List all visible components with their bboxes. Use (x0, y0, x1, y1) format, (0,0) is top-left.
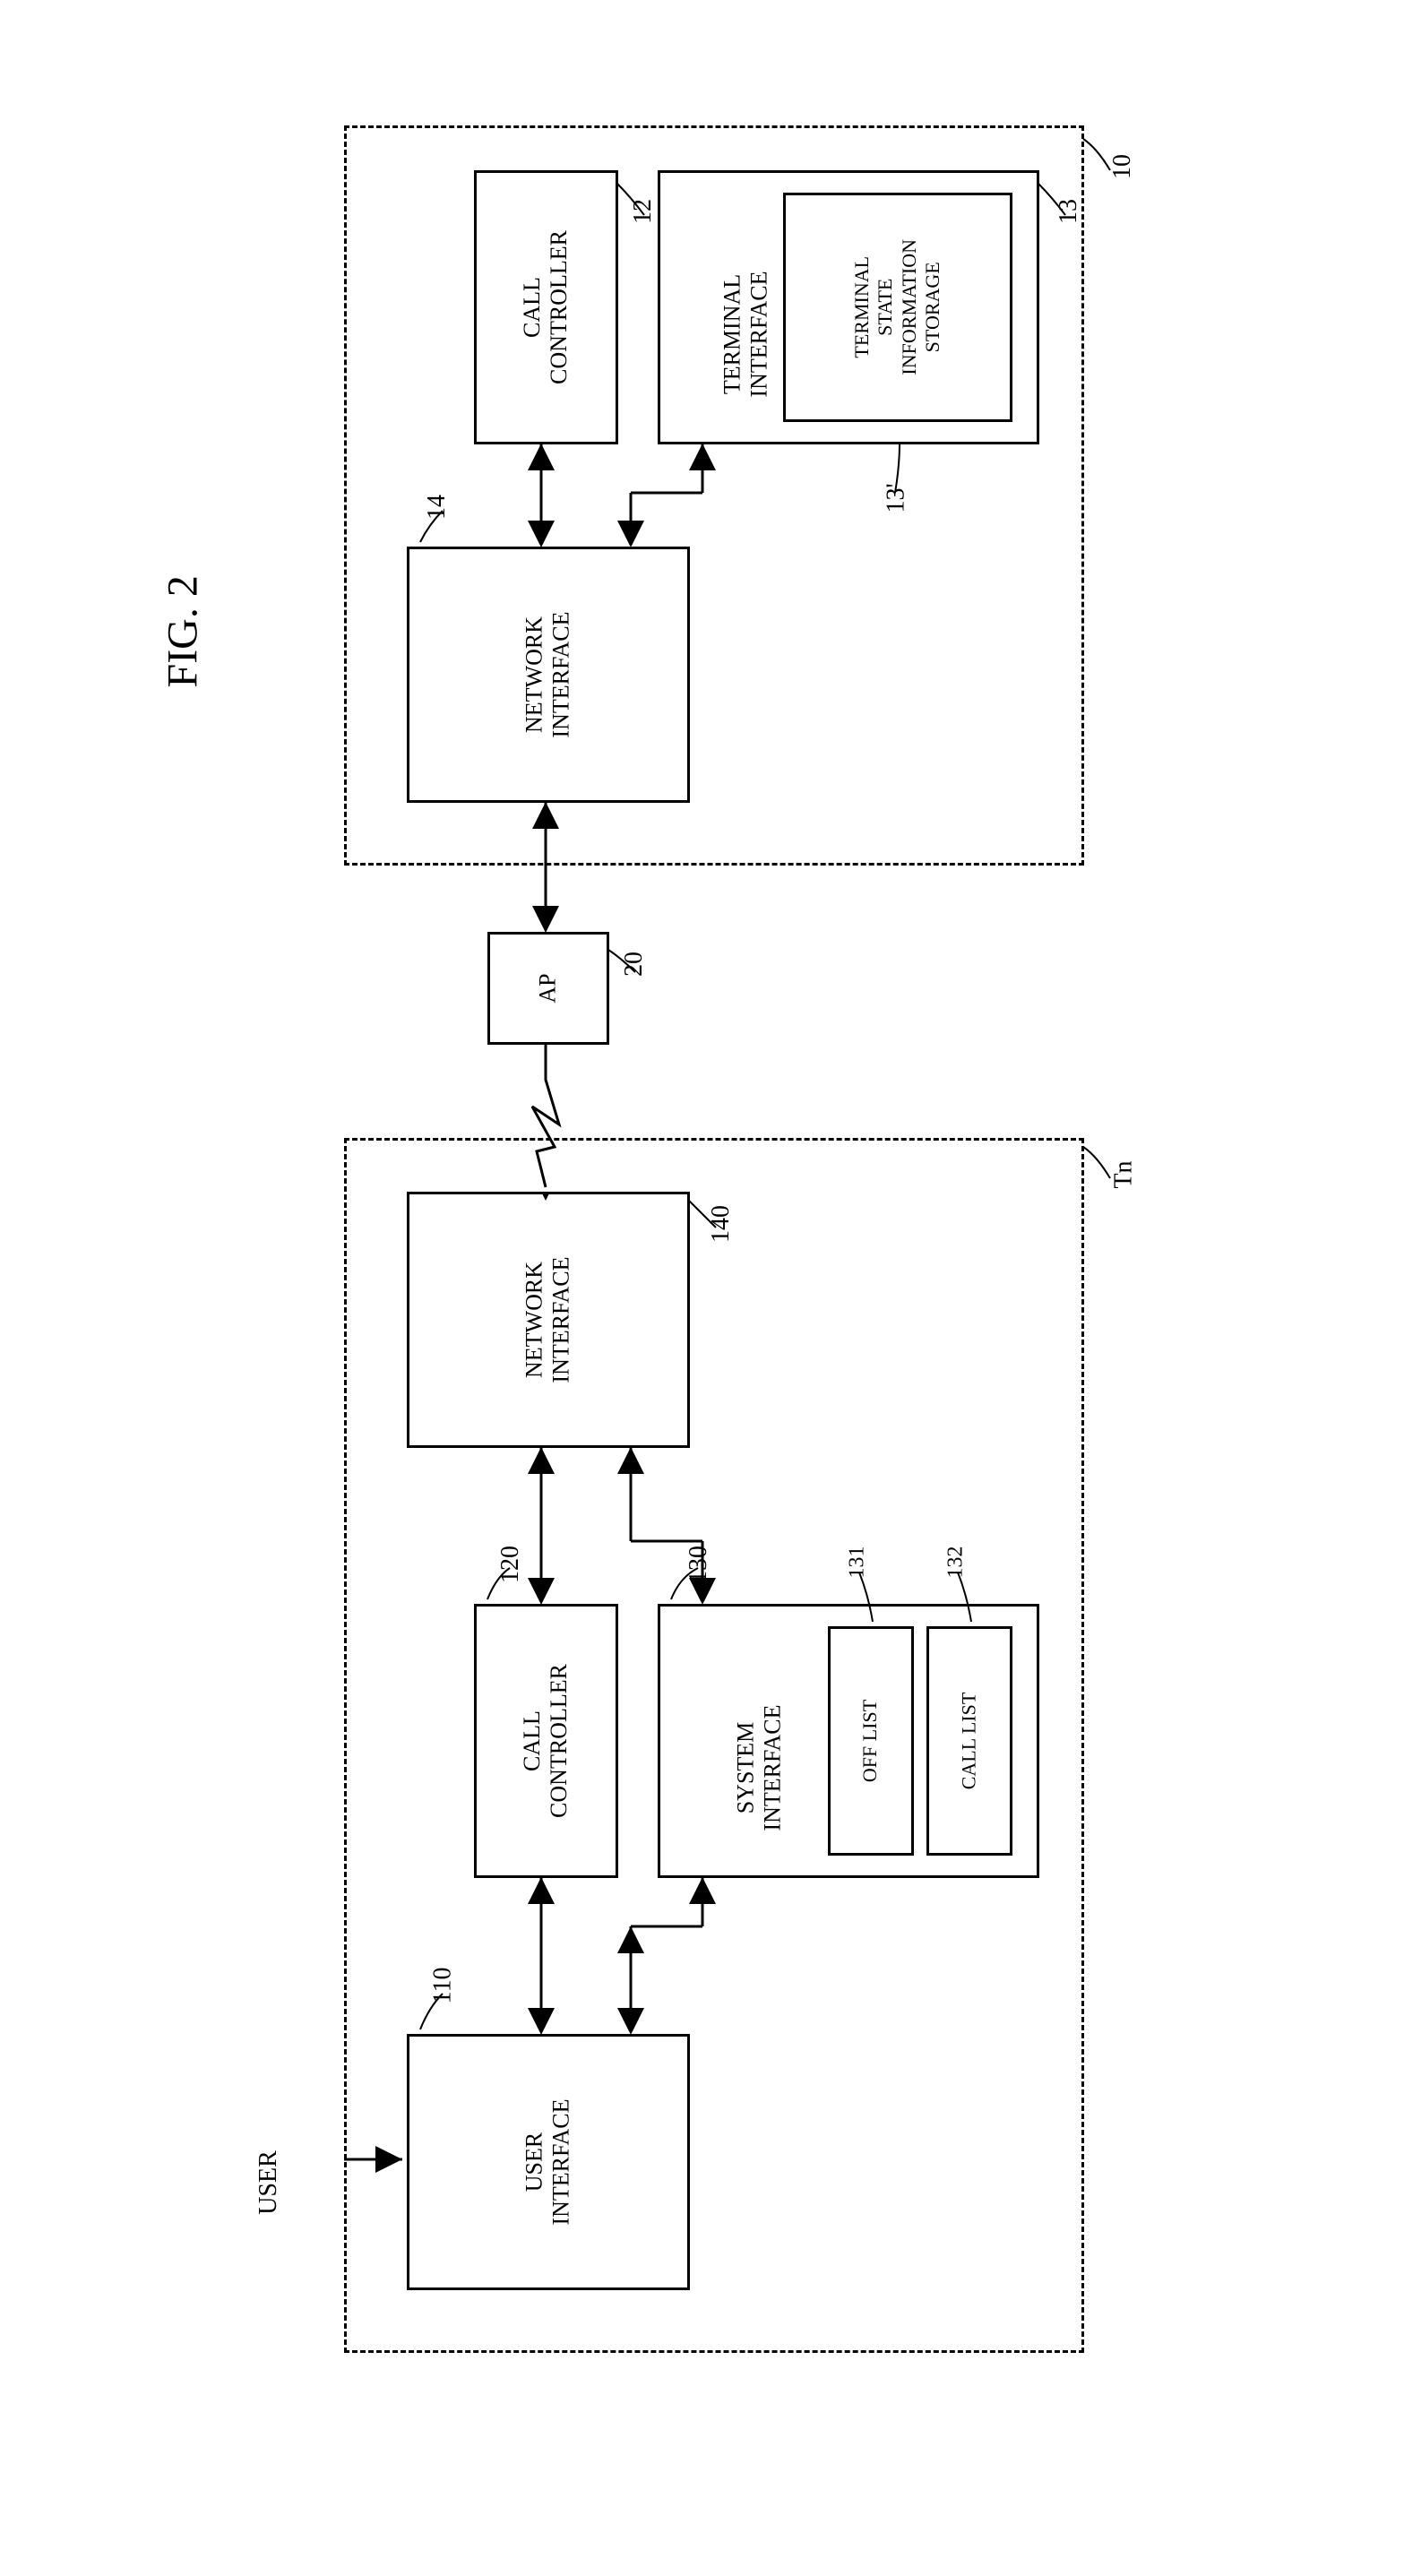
off-list-text: OFF LIST (859, 1700, 883, 1782)
ap-ref: 20 (620, 952, 649, 977)
call-list-text: CALL LIST (958, 1693, 981, 1790)
terminal-block-ref: Tn (1109, 1160, 1138, 1188)
terminal-call-controller-box: CALLCONTROLLER (474, 1604, 618, 1878)
server-network-interface-ref: 14 (423, 495, 452, 520)
terminal-state-storage-ref: 13' (882, 483, 910, 513)
terminal-call-controller-ref: 120 (496, 1546, 525, 1583)
system-interface-text: SYSTEMINTERFACE (732, 1704, 786, 1831)
server-call-controller-ref: 12 (629, 199, 658, 224)
terminal-network-interface-ref: 140 (707, 1205, 736, 1243)
terminal-state-storage-box: TERMINALSTATEINFORMATIONSTORAGE (783, 193, 1012, 422)
terminal-interface-ref: 13 (1055, 199, 1083, 224)
user-interface-text: USERINTERFACE (521, 2098, 574, 2225)
diagram-container: FIG. 2 Tn USER USERINTERFACE 110 CALLCON… (75, 36, 1330, 2455)
terminal-network-interface-text: NETWORKINTERFACE (521, 1256, 574, 1383)
off-list-ref: 131 (845, 1546, 869, 1579)
user-label: USER (254, 2150, 282, 2215)
call-list-box: CALL LIST (926, 1626, 1012, 1856)
server-network-interface-text: NETWORKINTERFACE (521, 611, 574, 737)
server-call-controller-box: CALLCONTROLLER (474, 170, 618, 444)
server-network-interface-box: NETWORKINTERFACE (407, 547, 690, 803)
call-list-ref: 132 (943, 1546, 968, 1579)
user-interface-box: USERINTERFACE (407, 2034, 690, 2290)
ap-box: AP (487, 932, 609, 1045)
server-block-ref: 10 (1108, 154, 1137, 179)
server-call-controller-text: CALLCONTROLLER (519, 230, 573, 384)
terminal-interface-text: TERMINALINTERFACE (719, 271, 772, 397)
system-interface-ref: 130 (685, 1546, 713, 1583)
terminal-call-controller-text: CALLCONTROLLER (519, 1664, 573, 1818)
figure-title: FIG. 2 (158, 575, 207, 687)
terminal-state-storage-text: TERMINALSTATEINFORMATIONSTORAGE (850, 239, 945, 375)
off-list-box: OFF LIST (828, 1626, 914, 1856)
ap-text: AP (535, 973, 562, 1003)
terminal-network-interface-box: NETWORKINTERFACE (407, 1192, 690, 1448)
user-interface-ref: 110 (428, 1968, 457, 2004)
